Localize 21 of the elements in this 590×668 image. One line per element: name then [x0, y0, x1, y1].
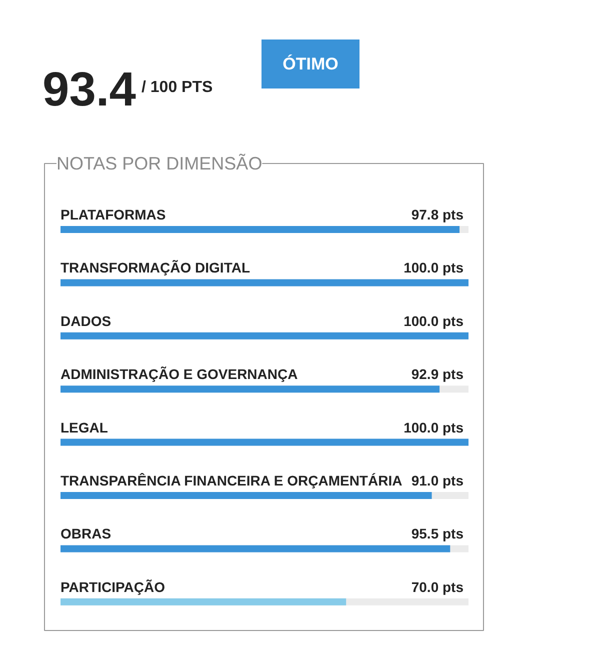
y-tick-label: PLATAFORMAS: [60, 206, 166, 222]
y-tick-label: PARTICIPAÇÃO: [60, 578, 166, 595]
data-label: 70.0 pts: [411, 578, 464, 595]
text: ÓTIMO: [282, 54, 338, 74]
chart-title: NOTAS POR DIMENSÃO: [56, 154, 262, 174]
data-label: 100.0 pts: [404, 312, 464, 329]
data-label: 97.8 pts: [411, 206, 464, 222]
bar: [60, 226, 460, 233]
data-label: 91.0 pts: [411, 472, 464, 488]
y-tick-label: LEGAL: [60, 419, 108, 436]
data-label: 95.5 pts: [411, 526, 464, 542]
data-label: 100.0 pts: [404, 260, 464, 276]
text: 93.4: [42, 64, 136, 116]
y-tick-label: DADOS: [60, 312, 112, 329]
data-label: 92.9 pts: [411, 366, 464, 382]
text: / 100 PTS: [142, 79, 213, 96]
y-tick-label: ADMINISTRAÇÃO E GOVERNANÇA: [60, 366, 298, 382]
y-tick-label: TRANSPARÊNCIA FINANCEIRA E ORÇAMENTÁRIA: [60, 472, 402, 488]
y-tick-label: TRANSFORMAÇÃO DIGITAL: [60, 260, 250, 276]
data-label: 100.0 pts: [404, 419, 464, 436]
y-tick-label: OBRAS: [60, 526, 112, 542]
